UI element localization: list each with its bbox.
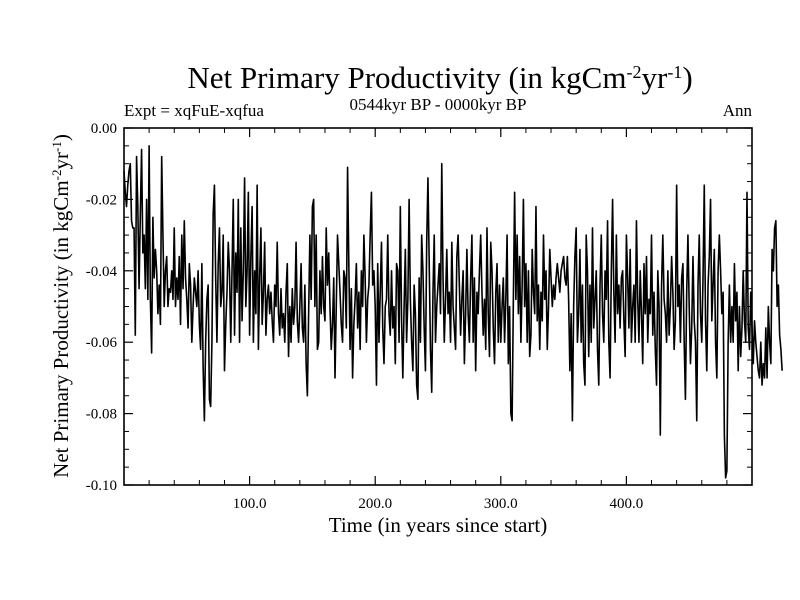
y-axis-label-mid: yr [49,152,73,170]
chart-title-mid: yr [641,60,668,95]
x-axis-label: Time (in years since start) [329,513,548,537]
y-tick-label: -0.06 [86,335,118,351]
y-tick-label: 0.00 [91,121,117,137]
series-layer [123,145,783,479]
y-axis-label: Net Primary Productivity (in kgCm-2yr-1) [49,134,74,478]
y-tick-label: -0.04 [86,264,118,280]
x-tick-label: 300.0 [484,496,518,512]
series-line-npp [123,145,783,479]
y-axis-label-end: ) [49,134,73,141]
subtitle-left: Expt = xqFuE-xqfua [124,101,264,120]
x-tick-label: 400.0 [610,496,644,512]
subtitle-center: 0544kyr BP - 0000kyr BP [350,95,527,114]
plot-frame [123,127,753,486]
chart-title-main: Net Primary Productivity (in kgCm [187,60,626,95]
chart-title-end: ) [682,60,692,95]
y-tick-label: -0.02 [86,192,117,208]
chart-title-sup2: -1 [667,62,682,82]
y-axis-label-sup1: -2 [49,170,64,181]
subtitle-right: Ann [723,101,753,120]
x-tick-label: 100.0 [233,496,267,512]
chart-title: Net Primary Productivity (in kgCm-2yr-1) [187,60,692,95]
x-tick-label: 200.0 [358,496,392,512]
y-axis-label-main: Net Primary Productivity (in kgCm [49,180,73,477]
y-tick-label: -0.10 [86,478,117,494]
tick-layer: 100.0 200.0 300.0 400.0 0.00 -0.02 -0.04 -0.06 -… [86,121,752,512]
y-tick-label: -0.08 [86,407,117,423]
chart-title-sup1: -2 [626,62,641,82]
y-axis-label-sup2: -1 [49,141,64,152]
